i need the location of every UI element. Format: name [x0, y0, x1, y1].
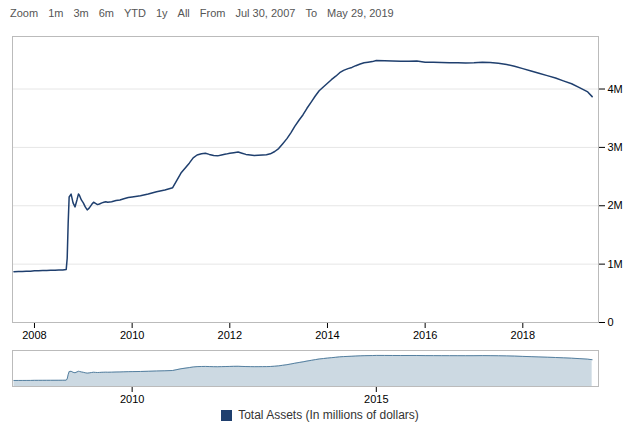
svg-text:0: 0: [608, 316, 614, 328]
svg-text:2008: 2008: [22, 329, 46, 341]
svg-text:2014: 2014: [315, 329, 339, 341]
html-text:3m: 3m: [73, 7, 89, 19]
svg-text:2016: 2016: [413, 329, 437, 341]
svg-text:2M: 2M: [608, 199, 623, 211]
svg-text:1M: 1M: [608, 258, 623, 270]
html-text:May 29, 2019: May 29, 2019: [327, 7, 394, 19]
svg-text:2015: 2015: [364, 393, 388, 404]
html-text:YTD: YTD: [124, 7, 146, 19]
html-text:1m: 1m: [48, 7, 64, 19]
svg-text:3M: 3M: [608, 141, 623, 153]
html-text:From: From: [199, 7, 226, 19]
html-text:Total Assets (In millions of d: Total Assets (In millions of dollars): [238, 408, 419, 422]
svg-text:2018: 2018: [511, 329, 535, 341]
svg-text:2012: 2012: [218, 329, 242, 341]
svg-text:4M: 4M: [608, 83, 623, 95]
html-text:Zoom: Zoom: [10, 7, 39, 19]
html-text:Jul 30, 2007: Jul 30, 2007: [235, 7, 296, 19]
html-text:To: To: [305, 7, 318, 19]
html-text:All: All: [177, 7, 190, 19]
svg-text:2010: 2010: [120, 329, 144, 341]
html-text:1y: 1y: [156, 7, 168, 19]
svg-text:2010: 2010: [120, 393, 144, 404]
html-text:6m: 6m: [98, 7, 114, 19]
